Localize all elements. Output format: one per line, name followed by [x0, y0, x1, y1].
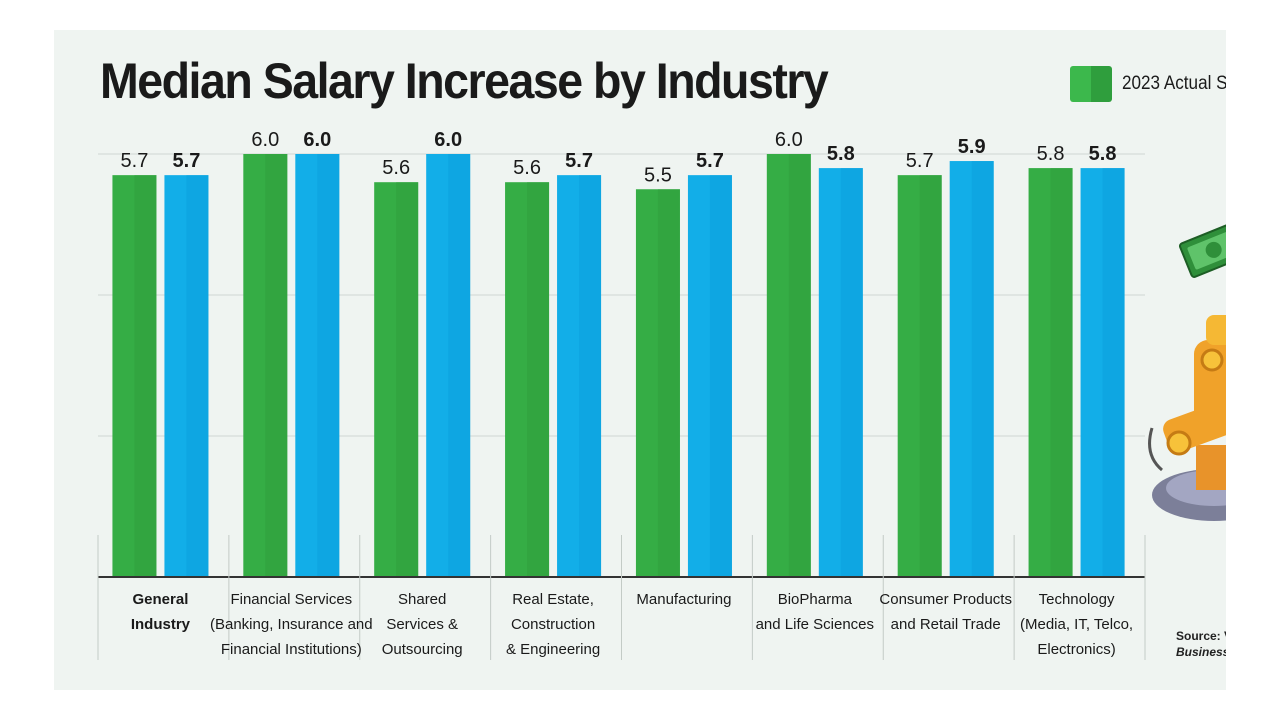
bar-shade-1-1	[317, 154, 340, 577]
bar-shade-2-1	[448, 154, 471, 577]
category-label-7: Technology (Media, IT, Telco, Electronics)	[1020, 591, 1133, 658]
bar-shade-0-1	[186, 175, 209, 577]
bar-group-7-1	[1080, 168, 1125, 577]
bar-group-3-0	[505, 182, 550, 577]
source-note: Source: V Business	[1176, 628, 1226, 660]
legend-label: 2023 Actual S	[1122, 73, 1226, 94]
bar-shade-4-0	[657, 189, 680, 577]
value-label-5-0: 6.0	[775, 129, 803, 151]
category-label-line: Technology	[1039, 591, 1115, 608]
bar-group-2-0	[374, 182, 419, 577]
bar-group-2-1	[426, 154, 471, 577]
bar-group-0-1	[164, 175, 209, 577]
category-label-6: Consumer Products and Retail Trade	[879, 591, 1012, 633]
value-label-1-0: 6.0	[251, 129, 279, 151]
category-label-line: Industry	[131, 616, 191, 633]
bar-group-0-0	[112, 175, 157, 577]
category-label-2: Shared Services & Outsourcing	[382, 591, 463, 658]
category-label-0: General Industry	[131, 591, 191, 633]
value-label-7-0: 5.8	[1037, 143, 1065, 165]
value-label-4-0: 5.5	[644, 164, 672, 186]
category-label-line: Real Estate,	[512, 591, 594, 608]
bar-group-5-1	[818, 168, 863, 577]
category-label-line: Electronics)	[1037, 641, 1115, 658]
category-label-line: and Life Sciences	[756, 616, 874, 633]
value-label-2-0: 5.6	[382, 157, 410, 179]
legend: 2023 Actual S	[1070, 66, 1226, 102]
category-label-line: Shared	[398, 591, 446, 608]
source-publisher: Business	[1176, 645, 1226, 659]
bar-shade-4-1	[709, 175, 732, 577]
category-label-line: Manufacturing	[636, 591, 731, 608]
bar-shade-3-0	[527, 182, 550, 577]
category-label-line: General	[133, 591, 189, 608]
bar-group-6-0	[897, 175, 942, 577]
value-label-0-1: 5.7	[173, 150, 201, 172]
bar-group-1-0	[243, 154, 288, 577]
value-label-7-1: 5.8	[1089, 143, 1117, 165]
category-label-5: BioPharma and Life Sciences	[756, 591, 874, 633]
source-label: Source: V	[1176, 629, 1226, 643]
bar-shade-5-0	[788, 154, 811, 577]
bar-shade-0-0	[134, 175, 157, 577]
value-label-3-0: 5.6	[513, 157, 541, 179]
category-label-line: Construction	[511, 616, 595, 633]
bar-group-4-0	[635, 189, 680, 577]
value-label-6-1: 5.9	[958, 136, 986, 158]
value-label-1-1: 6.0	[303, 129, 331, 151]
legend-swatch-green	[1070, 66, 1112, 102]
category-label-line: Financial Institutions)	[221, 641, 362, 658]
bar-shade-7-0	[1050, 168, 1073, 577]
bar-chart: 5.7 5.7 6.0 6.0 5.6 6.0 5.6 5.7 5.5 5.7 6.0 5.8 5.7 5…	[97, 129, 1146, 660]
value-label-5-1: 5.8	[827, 143, 855, 165]
bar-shade-2-0	[396, 182, 419, 577]
bar-group-6-1	[949, 161, 994, 578]
chart-title: Median Salary Increase by Industry	[100, 53, 829, 109]
value-label-0-0: 5.7	[121, 150, 149, 172]
category-label-line: (Media, IT, Telco,	[1020, 616, 1133, 633]
category-label-3: Real Estate, Construction & Engineering	[506, 591, 600, 658]
bar-shade-3-1	[579, 175, 602, 577]
bar-group-1-1	[295, 154, 340, 577]
money-robot-illustration	[1148, 221, 1226, 521]
category-label-line: BioPharma	[778, 591, 853, 608]
bar-group-3-1	[557, 175, 602, 577]
category-label-line: Outsourcing	[382, 641, 463, 658]
bar-group-5-0	[766, 154, 811, 577]
category-label-line: Services &	[386, 616, 458, 633]
value-label-4-1: 5.7	[696, 150, 724, 172]
category-label-line: and Retail Trade	[891, 616, 1001, 633]
chart-panel: Median Salary Increase by Industry 2023 …	[54, 30, 1226, 690]
category-label-line: Financial Services	[230, 591, 352, 608]
category-label-line: (Banking, Insurance and	[210, 616, 373, 633]
category-label-line: Consumer Products	[879, 591, 1012, 608]
bar-shade-1-0	[265, 154, 288, 577]
bar-shade-7-1	[1102, 168, 1125, 577]
category-label-1: Financial Services (Banking, Insurance an…	[210, 591, 373, 658]
bar-group-7-0	[1028, 168, 1073, 577]
bar-shade-6-1	[971, 161, 994, 578]
bar-shade-6-0	[919, 175, 942, 577]
category-label-line: & Engineering	[506, 641, 600, 658]
category-label-4: Manufacturing	[636, 591, 731, 608]
bar-group-4-1	[687, 175, 732, 577]
value-label-2-1: 6.0	[434, 129, 462, 151]
bar-shade-5-1	[840, 168, 863, 577]
value-label-3-1: 5.7	[565, 150, 593, 172]
value-label-6-0: 5.7	[906, 150, 934, 172]
